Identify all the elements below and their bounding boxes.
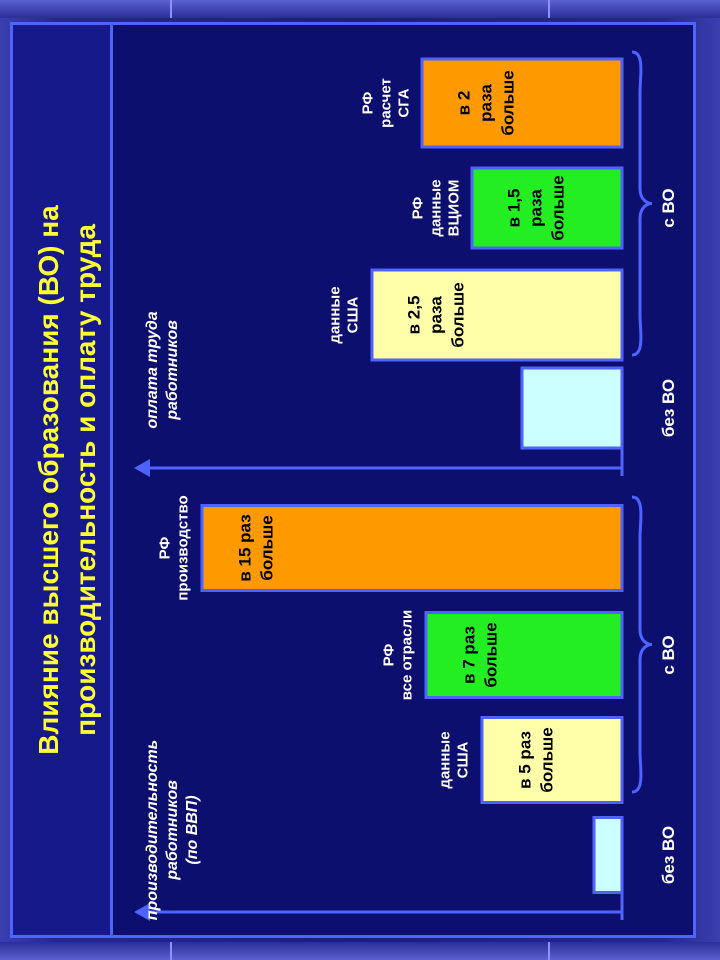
bar-label-rf_sga: в 2 раза больше (455, 70, 518, 135)
category-label-rf_prod: РФпроизводство (156, 495, 191, 600)
chart-1: производительность работников (по ВВП) в 5 … (134, 495, 678, 921)
bar-usa (480, 716, 624, 804)
bar-base (592, 816, 624, 894)
category-label-rf_sga: РФрасчетСГА (359, 78, 412, 128)
value-axis-label: производительность работников (по ВВП) (144, 740, 201, 921)
bar-label-rf_all: в 7 раз больше (460, 622, 501, 687)
group-label-with: с ВО (659, 635, 678, 674)
bar-rf_all (424, 611, 624, 699)
frame-bottom (0, 942, 720, 960)
title-strip (10, 22, 110, 938)
category-label-usa: данныеСША (326, 286, 361, 343)
bar-rf_sga (420, 57, 624, 149)
bar-base (520, 366, 624, 450)
group-brace-with (631, 50, 653, 357)
category-label-rf_all: РФвсе отрасли (380, 610, 415, 700)
value-axis-arrow (134, 459, 150, 477)
group-label-with: с ВО (659, 188, 678, 227)
bar-label-rf_vciom: в 1,5 раза больше (505, 175, 568, 240)
group-brace-with (631, 495, 653, 794)
group-label-without: без ВО (659, 826, 678, 884)
bar-usa (370, 268, 624, 362)
category-label-rf_vciom: РФданныеВЦИОМ (409, 179, 462, 236)
group-label-without: без ВО (659, 379, 678, 437)
title-line1: Влияние высшего образования (ВО) на (33, 205, 64, 755)
category-label-usa: данныеСША (436, 731, 471, 788)
chart-2: оплата труда работников в 2,5 раза больше дан… (134, 50, 678, 477)
bar-label-rf_prod: в 15 раз больше (236, 514, 277, 581)
value-axis-label: оплата труда работников (144, 311, 181, 428)
bar-label-usa: в 5 раз больше (516, 727, 557, 792)
title-line2: производительность и оплату труда (70, 224, 101, 736)
value-axis-arrow (134, 903, 150, 921)
bar-rf_prod (200, 504, 624, 592)
bar-label-usa: в 2,5 раза больше (405, 282, 468, 347)
bar-rf_vciom (470, 166, 624, 250)
frame-top (0, 0, 720, 18)
